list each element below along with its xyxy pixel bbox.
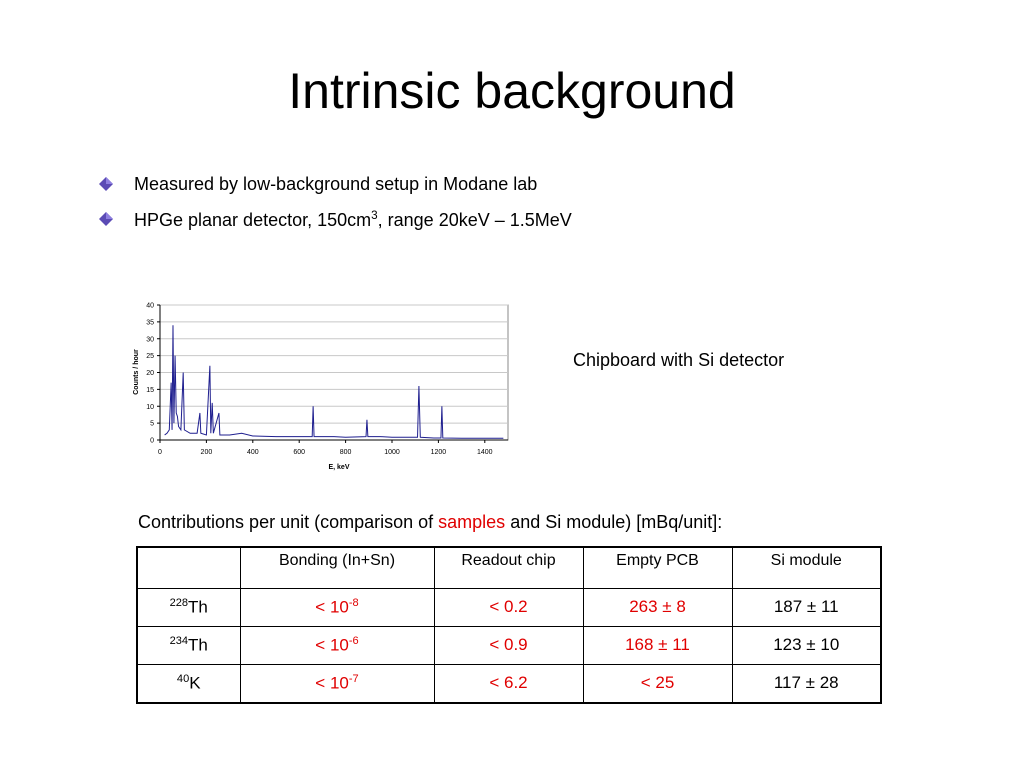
- value: < 0.2: [489, 597, 528, 616]
- value-cell: 117 ± 28: [731, 663, 882, 703]
- y-tick-label: 0: [150, 438, 154, 445]
- header-row: Bonding (In+Sn) Readout chip Empty PCB Si m…: [136, 546, 882, 589]
- table-caption: Contributions per unit (comparison of sa…: [138, 512, 722, 533]
- value: 263 ± 8: [629, 597, 686, 616]
- bullet-text: HPGe planar detector, 150cm3, range 20ke…: [134, 209, 572, 231]
- x-tick-label: 400: [247, 449, 259, 456]
- y-tick-label: 5: [150, 421, 154, 428]
- value-cell: < 10-7: [239, 663, 435, 703]
- value-cell: 168 ± 11: [582, 625, 733, 665]
- y-tick-label: 25: [146, 353, 154, 360]
- y-tick-label: 15: [146, 387, 154, 394]
- caption-part: Contributions per unit (comparison of: [138, 512, 439, 532]
- value-cell: < 6.2: [433, 663, 584, 703]
- text: , range 20keV – 1.5MeV: [377, 210, 572, 230]
- exponent: -7: [348, 672, 359, 685]
- mass-number: 228: [169, 596, 189, 609]
- value: < 0.9: [489, 635, 528, 654]
- x-axis-label: E, keV: [328, 464, 349, 471]
- element-symbol: Th: [188, 635, 208, 655]
- x-tick-label: 600: [293, 449, 305, 456]
- superscript: 3: [371, 209, 378, 222]
- y-axis-label: Counts / hour: [133, 349, 140, 395]
- spectrum-line: [164, 325, 504, 439]
- value-cell: 263 ± 8: [582, 587, 733, 627]
- isotope-cell: 228Th: [136, 587, 241, 627]
- x-tick-label: 1200: [431, 449, 447, 456]
- value: 123 ± 10: [773, 635, 840, 654]
- value: < 10: [315, 673, 349, 693]
- table-row: 40K < 10-7 < 6.2 < 25 117 ± 28: [136, 663, 882, 703]
- isotope-cell: 40K: [136, 663, 241, 703]
- bullet-icon: [99, 212, 113, 226]
- value: 168 ± 11: [625, 635, 690, 654]
- text: HPGe planar detector, 150cm: [134, 210, 372, 230]
- table-row: 228Th < 10-8 < 0.2 263 ± 8 187 ± 11: [136, 587, 882, 627]
- y-tick-label: 35: [146, 319, 154, 326]
- isotope-cell: 234Th: [136, 625, 241, 665]
- y-tick-label: 10: [146, 404, 154, 411]
- chart-caption: Chipboard with Si detector: [573, 350, 785, 370]
- bullet-icon: [99, 177, 113, 191]
- value-cell: < 10-8: [239, 587, 435, 627]
- element-symbol: Th: [188, 597, 208, 617]
- text: Measured by low-background setup in Moda…: [134, 174, 538, 194]
- value-cell: < 0.2: [433, 587, 584, 627]
- x-tick-label: 1000: [384, 449, 400, 456]
- value-cell: < 25: [582, 663, 733, 703]
- caption-part: samples: [438, 512, 506, 532]
- header-cell: [136, 546, 241, 589]
- caption-part: and Si module) [mBq/unit]:: [505, 512, 723, 532]
- y-tick-label: 30: [146, 336, 154, 343]
- value: 187 ± 11: [773, 597, 839, 616]
- exponent: -6: [348, 634, 359, 647]
- header-cell: Bonding (In+Sn): [239, 546, 435, 589]
- y-tick-label: 40: [146, 303, 154, 310]
- value-cell: < 10-6: [239, 625, 435, 665]
- header-cell: Si module: [731, 546, 882, 589]
- header-cell: Empty PCB: [582, 546, 733, 589]
- x-tick-label: 1400: [477, 449, 493, 456]
- slide-title: Intrinsic background: [288, 63, 736, 119]
- table: Bonding (In+Sn) Readout chip Empty PCB Si m…: [136, 546, 882, 704]
- value: < 6.2: [489, 673, 528, 692]
- bullet-text: Measured by low-background setup in Moda…: [134, 174, 537, 195]
- y-tick-label: 20: [146, 370, 154, 377]
- value: 117 ± 28: [773, 673, 839, 692]
- header-cell: Readout chip: [433, 546, 584, 589]
- x-tick-label: 200: [201, 449, 213, 456]
- exponent: -8: [348, 596, 359, 609]
- value: < 10: [315, 597, 349, 617]
- x-tick-label: 800: [340, 449, 352, 456]
- table-row: 234Th < 10-6 < 0.9 168 ± 11 123 ± 10: [136, 625, 882, 665]
- value: < 10: [315, 635, 349, 655]
- value: < 25: [640, 673, 675, 692]
- mass-number: 234: [169, 634, 189, 647]
- x-tick-label: 0: [158, 449, 162, 456]
- mass-number: 40: [176, 672, 190, 685]
- value-cell: 187 ± 11: [731, 587, 882, 627]
- element-symbol: K: [189, 673, 201, 693]
- value-cell: < 0.9: [433, 625, 584, 665]
- value-cell: 123 ± 10: [731, 625, 882, 665]
